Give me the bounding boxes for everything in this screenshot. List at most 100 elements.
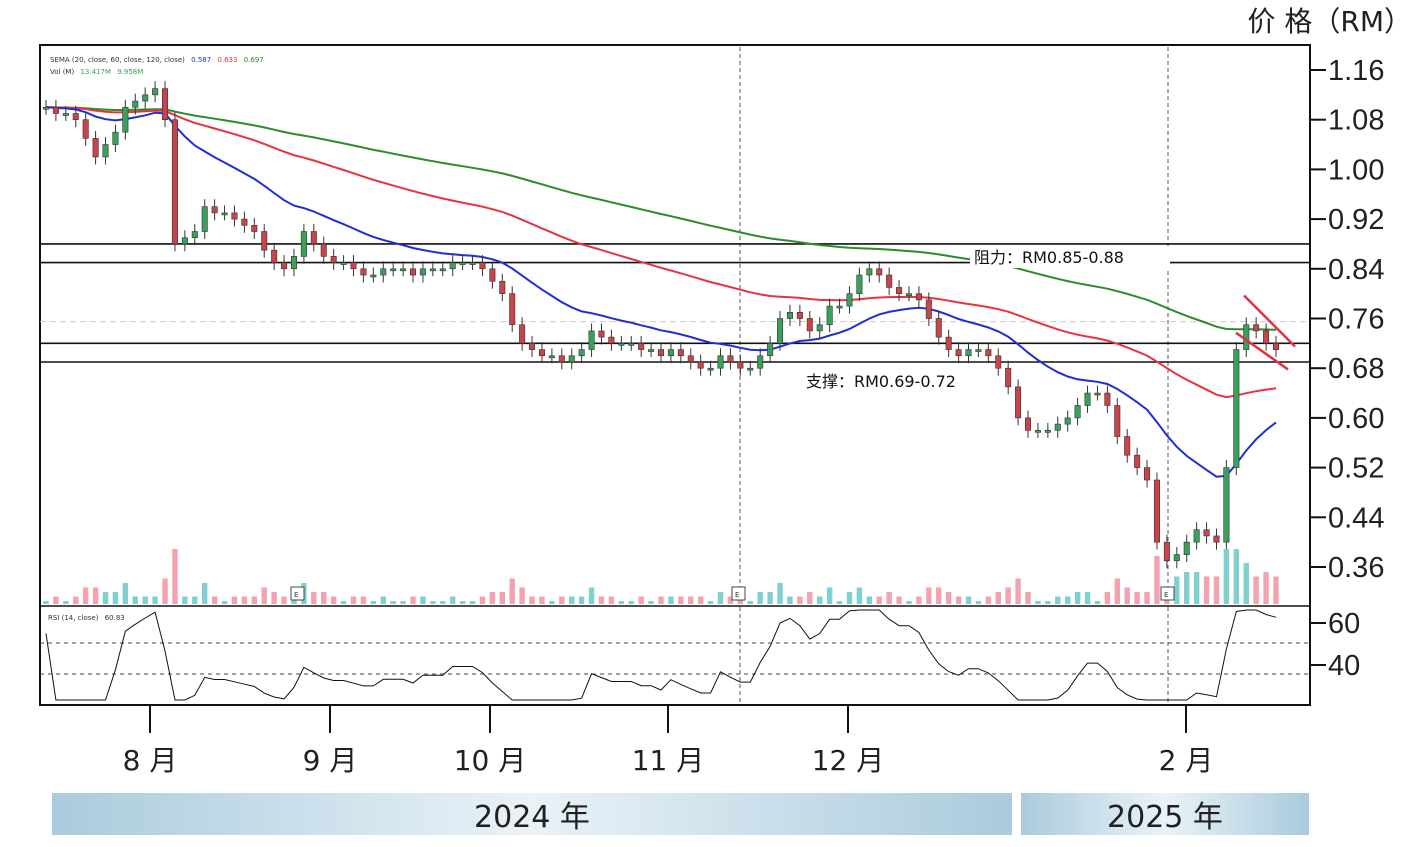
wedge-lower-line — [1235, 331, 1289, 371]
candle — [469, 262, 476, 265]
legend-rsi: RSI (14, close) 60.83 — [48, 614, 125, 622]
legend-volume: Vol (M) 13.417M 9.958M — [50, 68, 143, 76]
candle — [82, 119, 89, 139]
candle — [1263, 330, 1270, 344]
candle — [429, 268, 436, 272]
volume-bar — [866, 596, 873, 604]
volume-bar — [1273, 576, 1279, 604]
candle — [1124, 436, 1131, 456]
volume-bar — [261, 587, 267, 604]
volume-bar — [241, 596, 248, 604]
volume-bar — [569, 596, 575, 604]
candle — [886, 274, 893, 288]
volume-bar — [757, 592, 763, 604]
volume-bar — [410, 596, 416, 604]
candle — [638, 343, 645, 350]
svg-text:E: E — [735, 591, 739, 599]
candle — [1173, 554, 1180, 562]
y-tick-label: 0.52 — [1328, 453, 1384, 485]
volume-bar — [747, 601, 753, 604]
volume-bar — [876, 596, 882, 604]
candle — [519, 324, 526, 344]
volume-bar — [608, 596, 615, 604]
candle — [687, 355, 694, 363]
candle — [1114, 405, 1121, 437]
volume-bar — [221, 601, 228, 604]
volume-bar — [430, 601, 436, 604]
volume-bar — [628, 601, 634, 604]
volume-bar — [1074, 592, 1081, 604]
volume-bar — [727, 596, 734, 604]
volume-bar — [1084, 592, 1091, 604]
volume-bar — [1223, 549, 1230, 604]
volume-bar — [1253, 576, 1259, 604]
volume-bar — [152, 596, 158, 604]
volume-bar — [479, 596, 486, 604]
candle — [201, 206, 208, 232]
candle — [1253, 324, 1260, 332]
y-tick-label: 0.36 — [1328, 552, 1384, 584]
volume-bar — [459, 601, 466, 604]
candle — [548, 355, 555, 359]
volume-bar — [1005, 587, 1011, 604]
candle — [1213, 535, 1220, 543]
year-band-2025: 2025 年 — [1021, 793, 1309, 835]
y-tick-label: 0.76 — [1328, 304, 1384, 336]
candle — [1203, 529, 1210, 537]
volume-bar — [559, 596, 565, 604]
candle — [400, 268, 407, 272]
candle — [221, 212, 228, 216]
volume-bar — [112, 592, 119, 604]
candle — [1064, 417, 1071, 425]
candle — [211, 206, 218, 214]
volume-bar — [886, 592, 892, 604]
earnings-marker: E — [290, 586, 305, 601]
candle — [767, 343, 774, 357]
volume-bar — [846, 592, 853, 604]
rsi-line — [45, 609, 1277, 701]
candle — [419, 268, 426, 276]
volume-bar — [955, 596, 962, 604]
volume-bar — [658, 596, 664, 604]
candle — [191, 231, 198, 239]
volume-bar — [807, 592, 813, 604]
volume-bar — [906, 601, 912, 604]
volume-bar — [1154, 556, 1160, 604]
volume-bar — [787, 596, 793, 604]
candle — [529, 343, 536, 350]
candle — [142, 94, 149, 102]
x-tick-label: 2 月 — [1159, 744, 1214, 777]
volume-bar — [1055, 596, 1061, 604]
candle — [915, 293, 922, 301]
volume-bar — [172, 549, 178, 604]
candle — [1272, 343, 1280, 350]
candle — [846, 293, 853, 307]
volume-bar — [945, 592, 952, 604]
candle — [856, 274, 863, 294]
candle — [1223, 467, 1230, 543]
candle — [231, 212, 238, 220]
candle — [310, 231, 317, 245]
volume-bar — [360, 596, 367, 604]
y-tick-label: 0.44 — [1328, 502, 1384, 534]
candle — [806, 318, 813, 332]
ema20-line — [45, 106, 1277, 478]
volume-bar — [122, 583, 129, 604]
candle — [1163, 541, 1170, 562]
candle — [955, 349, 962, 357]
volume-bar — [1193, 572, 1200, 604]
volume-bar — [182, 596, 188, 604]
volume-bar — [1213, 576, 1220, 604]
candle — [152, 88, 159, 96]
volume-bar — [449, 596, 456, 604]
candle — [995, 355, 1002, 369]
x-tick-label: 12 月 — [812, 744, 885, 777]
candle — [1034, 430, 1041, 433]
volume-bar — [1263, 572, 1269, 604]
volume-bar — [380, 596, 386, 604]
candle — [786, 311, 793, 319]
volume-bar — [549, 601, 555, 604]
candle — [826, 305, 833, 326]
volume-bar — [777, 583, 783, 604]
candle — [945, 336, 952, 350]
